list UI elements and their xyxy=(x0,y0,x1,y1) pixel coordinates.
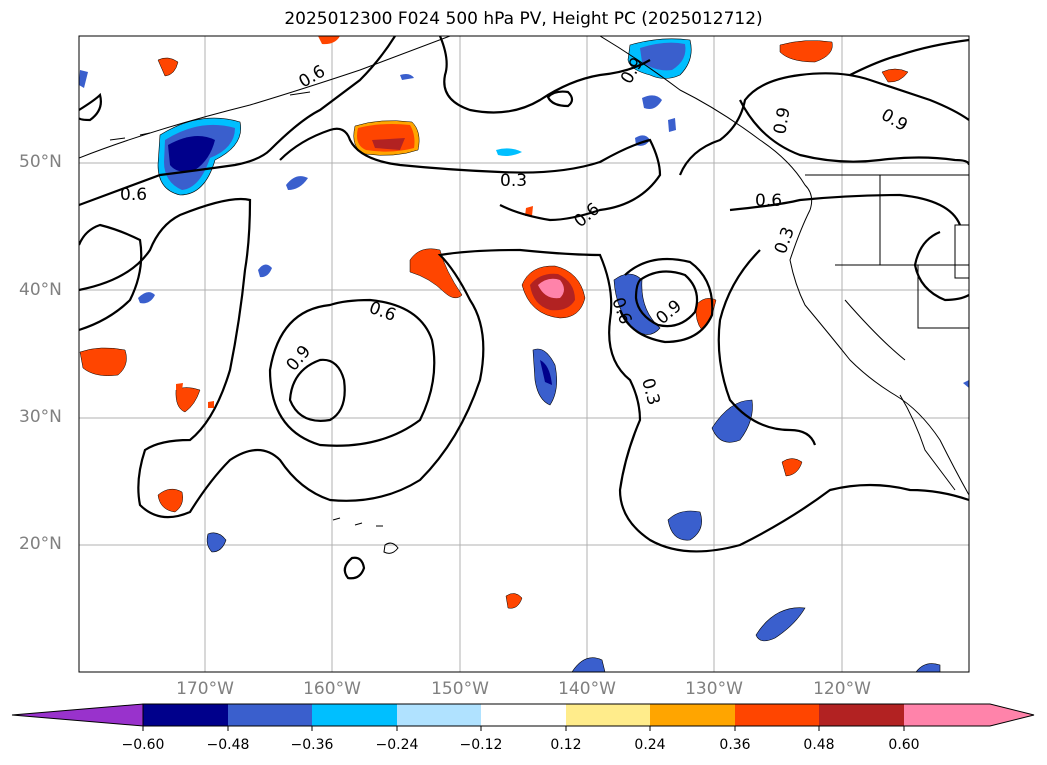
coastlines xyxy=(79,36,969,554)
lat-label: 30°N xyxy=(19,407,62,427)
colorbar-tick-label: −0.60 xyxy=(121,737,165,753)
colorbar-tick-label: −0.48 xyxy=(206,737,250,753)
colorbar-low-extend xyxy=(11,703,144,727)
contour-label: 0.9 xyxy=(770,106,794,136)
map-title: 2025012300 F024 500 hPa PV, Height PC (2… xyxy=(284,9,763,29)
colorbar-tick-label: 0.24 xyxy=(634,737,666,753)
contour-label: 0.3 xyxy=(500,171,527,191)
lon-label: 130°W xyxy=(685,679,743,699)
contour-label: 0.6 xyxy=(120,185,147,205)
contour-label: 0.6 xyxy=(296,61,329,92)
contour-label: 0.6 xyxy=(570,199,604,232)
map-frame xyxy=(78,35,970,673)
colorbar-bin xyxy=(566,704,650,726)
contour-label: 0.6 xyxy=(366,298,398,326)
colorbar-bin xyxy=(735,704,819,726)
lon-label: 160°W xyxy=(303,679,361,699)
lat-label: 40°N xyxy=(19,280,62,300)
lon-label: 150°W xyxy=(431,679,489,699)
colorbar-bin xyxy=(228,704,312,726)
colorbar-bin xyxy=(397,704,481,726)
colorbar-bin xyxy=(650,704,735,726)
colorbar-bin xyxy=(481,704,566,726)
colorbar xyxy=(11,703,1035,731)
colorbar-bin xyxy=(819,704,904,726)
colorbar-tick-label: −0.24 xyxy=(375,737,419,753)
positive-pv-anomalies xyxy=(79,36,909,609)
contour-label: 0.9 xyxy=(283,342,316,376)
height-contours xyxy=(79,36,969,580)
contour-label: 0.3 xyxy=(637,376,663,407)
contour-labels: 0.6 0.6 0.3 0.6 0.6 0.3 0.6 0.9 0.9 0.6 … xyxy=(120,54,911,407)
colorbar-bin xyxy=(312,704,397,726)
negative-pv-anomalies xyxy=(79,38,969,672)
colorbar-tick-label: −0.36 xyxy=(290,737,334,753)
lon-label: 140°W xyxy=(558,679,616,699)
lon-label: 120°W xyxy=(813,679,871,699)
contour-label: 0.6 xyxy=(755,191,782,211)
contour-label: 0.9 xyxy=(878,105,911,136)
lon-label: 170°W xyxy=(176,679,234,699)
colorbar-tick-label: 0.36 xyxy=(719,737,751,753)
lat-label: 50°N xyxy=(19,152,62,172)
colorbar-tick-label: −0.12 xyxy=(459,737,503,753)
colorbar-tick-label: 0.60 xyxy=(888,737,920,753)
contour-label: 0.3 xyxy=(771,224,799,256)
map-plot-area: 0.6 0.6 0.3 0.6 0.6 0.3 0.6 0.9 0.9 0.6 … xyxy=(79,36,969,672)
colorbar-tick-label: 0.12 xyxy=(550,737,582,753)
colorbar-tick-label: 0.48 xyxy=(803,737,835,753)
lat-label: 20°N xyxy=(19,534,62,554)
colorbar-high-extend xyxy=(904,704,1034,726)
colorbar-bin xyxy=(143,704,228,726)
